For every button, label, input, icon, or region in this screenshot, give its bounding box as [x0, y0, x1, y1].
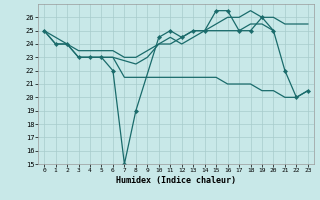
X-axis label: Humidex (Indice chaleur): Humidex (Indice chaleur) — [116, 176, 236, 185]
